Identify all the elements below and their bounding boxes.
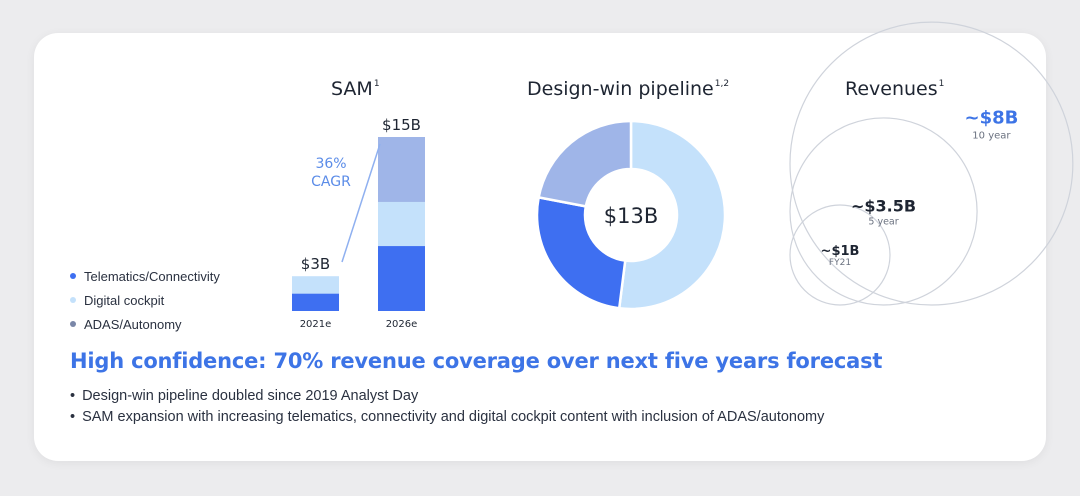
sam-title-text: SAM	[331, 78, 373, 100]
revenues-title-text: Revenues	[845, 78, 938, 100]
bar-segment-digital-cockpit-2021e	[292, 276, 339, 294]
donut-center-value: $13B	[604, 204, 659, 228]
telematics-dot-icon	[70, 273, 76, 279]
legend-item-telematics: Telematics/Connectivity	[70, 264, 220, 288]
legend-item-digital-cockpit: Digital cockpit	[70, 288, 220, 312]
pipeline-title-footnote: 1,2	[714, 79, 730, 89]
legend: Telematics/Connectivity Digital cockpit …	[70, 264, 220, 336]
revenue-period-label: 10 year	[972, 131, 1011, 142]
legend-item-adas: ADAS/Autonomy	[70, 312, 220, 336]
bullet-list: Design-win pipeline doubled since 2019 A…	[70, 386, 824, 428]
legend-label: Telematics/Connectivity	[84, 268, 220, 284]
revenues-title: Revenues1	[845, 78, 944, 100]
bullet-item: Design-win pipeline doubled since 2019 A…	[70, 386, 824, 407]
legend-label: Digital cockpit	[84, 292, 165, 308]
headline: High confidence: 70% revenue coverage ov…	[70, 349, 883, 373]
pipeline-donut-chart: $13B	[535, 119, 727, 311]
bar-segment-telematics-connectivity-2026e	[378, 246, 425, 311]
bar-segment-telematics-connectivity-2021e	[292, 293, 339, 311]
bar-category-label: 2021e	[300, 319, 332, 330]
digital-cockpit-dot-icon	[70, 297, 76, 303]
revenue-value-label: ~$8B	[964, 108, 1018, 129]
revenue-period-label: 5 year	[868, 216, 898, 227]
revenue-value-label: ~$1B	[821, 244, 860, 259]
adas-dot-icon	[70, 321, 76, 327]
revenue-period-label: FY21	[829, 258, 851, 268]
revenues-title-footnote: 1	[938, 79, 945, 89]
revenue-value-label: ~$3.5B	[851, 196, 916, 215]
sam-bar-chart: 36% CAGR $3B 2021e $15B 2026e	[292, 116, 425, 330]
sam-title: SAM1	[331, 78, 380, 100]
bar-category-label: 2026e	[386, 319, 418, 330]
cagr-arrow	[341, 143, 381, 263]
donut-center	[585, 169, 677, 261]
bar-segment-adas-autonomy-2026e	[378, 137, 425, 202]
revenue-bubble-fy21	[789, 204, 891, 306]
bar-segment-digital-cockpit-2026e	[378, 201, 425, 247]
cagr-text-label: CAGR	[311, 174, 351, 190]
cagr-percent-label: 36%	[315, 156, 346, 172]
donut-slice-digital-cockpit	[617, 119, 727, 311]
bullet-item: SAM expansion with increasing telematics…	[70, 407, 824, 428]
bar-total-label: $3B	[301, 255, 330, 273]
revenue-bubble-10-year	[789, 21, 1074, 306]
bar-total-label: $15B	[382, 116, 421, 134]
legend-label: ADAS/Autonomy	[84, 316, 182, 332]
pipeline-title: Design-win pipeline1,2	[527, 78, 729, 100]
sam-title-footnote: 1	[373, 79, 380, 89]
pipeline-title-text: Design-win pipeline	[527, 78, 714, 100]
revenue-bubble-5-year	[789, 117, 978, 306]
